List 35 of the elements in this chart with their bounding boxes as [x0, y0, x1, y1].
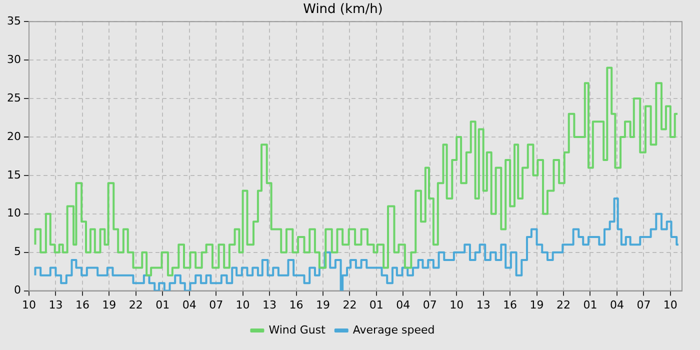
- x-tick-label: 04: [610, 298, 624, 312]
- x-tick-label: 04: [396, 298, 410, 312]
- x-tick-label: 22: [556, 298, 571, 312]
- y-tick-label: 0: [14, 284, 21, 297]
- y-tick-label: 25: [6, 91, 21, 104]
- x-tick-label: 22: [342, 298, 357, 312]
- x-tick-label: 13: [476, 298, 490, 312]
- x-tick-label: 10: [663, 298, 678, 312]
- x-tick-label: 07: [636, 298, 651, 312]
- x-tick-label: 07: [209, 298, 224, 312]
- x-tick-label: 07: [422, 298, 437, 312]
- x-tick-label: 19: [316, 298, 330, 312]
- x-tick-label: 19: [530, 298, 544, 312]
- y-tick-label: 35: [6, 14, 21, 28]
- x-tick-label: 16: [75, 298, 90, 312]
- x-tick-label: 13: [262, 298, 277, 312]
- x-tick-label: 10: [450, 298, 464, 312]
- legend-label: Wind Gust: [268, 323, 326, 336]
- x-tick-label: 16: [289, 298, 304, 312]
- legend-label: Average speed: [352, 323, 435, 336]
- x-tick-label: 13: [48, 298, 63, 312]
- y-tick-label: 30: [6, 52, 21, 66]
- x-tick-label: 01: [156, 298, 170, 312]
- x-tick-label: 01: [369, 298, 384, 312]
- y-tick-label: 5: [14, 245, 21, 258]
- x-tick-label: 19: [102, 298, 116, 312]
- y-tick-label: 20: [6, 130, 21, 143]
- y-tick-label: 10: [6, 206, 21, 220]
- x-tick-label: 01: [583, 298, 598, 312]
- y-tick-label: 15: [6, 168, 21, 182]
- chart-title: Wind (km/h): [303, 2, 383, 18]
- x-tick-label: 04: [182, 298, 196, 312]
- x-tick-label: 10: [236, 298, 250, 312]
- x-tick-label: 22: [128, 298, 143, 312]
- x-tick-label: 16: [503, 298, 518, 312]
